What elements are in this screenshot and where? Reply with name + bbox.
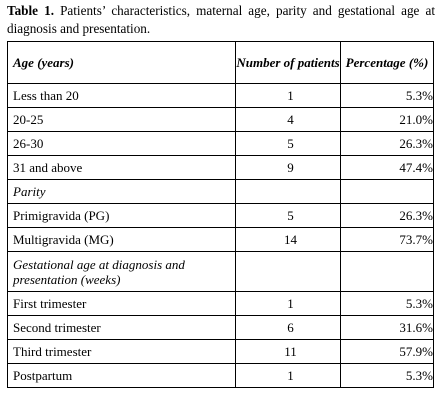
table-row: First trimester 1 5.3% [7, 291, 434, 316]
table-row: Less than 20 1 5.3% [7, 83, 434, 108]
row-label: 31 and above [7, 155, 236, 180]
row-label: First trimester [7, 291, 236, 316]
table-caption: Table 1. Patients’ characteristics, mate… [7, 2, 435, 38]
row-count: 14 [235, 227, 341, 252]
row-label: Multigravida (MG) [7, 227, 236, 252]
table-row: Primigravida (PG) 5 26.3% [7, 203, 434, 228]
empty-cell [340, 179, 434, 204]
row-percentage: 26.3% [340, 203, 434, 228]
row-percentage: 31.6% [340, 315, 434, 340]
caption-text: Patients’ characteristics, maternal age,… [7, 3, 436, 36]
table-row: Multigravida (MG) 14 73.7% [7, 227, 434, 252]
row-percentage: 73.7% [340, 227, 434, 252]
row-count: 1 [235, 291, 341, 316]
row-count: 9 [235, 155, 341, 180]
row-count: 5 [235, 131, 341, 156]
row-percentage: 5.3% [340, 363, 434, 388]
header-percentage: Percentage (%) [340, 41, 434, 84]
section-title-parity: Parity [7, 179, 236, 204]
table-row: Third trimester 11 57.9% [7, 339, 434, 364]
empty-cell [235, 251, 341, 292]
section-title-gestational-age: Gestational age at diagnosis and present… [7, 251, 236, 292]
table-row: 20-25 4 21.0% [7, 107, 434, 132]
section-row-parity: Parity [7, 179, 434, 204]
row-percentage: 47.4% [340, 155, 434, 180]
row-label: 20-25 [7, 107, 236, 132]
row-percentage: 5.3% [340, 291, 434, 316]
table-row: 31 and above 9 47.4% [7, 155, 434, 180]
row-count: 4 [235, 107, 341, 132]
row-count: 1 [235, 83, 341, 108]
row-label: Less than 20 [7, 83, 236, 108]
table-row: Second trimester 6 31.6% [7, 315, 434, 340]
row-label: Second trimester [7, 315, 236, 340]
header-age: Age (years) [7, 41, 236, 84]
row-label: Third trimester [7, 339, 236, 364]
row-count: 1 [235, 363, 341, 388]
row-count: 5 [235, 203, 341, 228]
empty-cell [235, 179, 341, 204]
row-percentage: 26.3% [340, 131, 434, 156]
row-count: 11 [235, 339, 341, 364]
table-row: Postpartum 1 5.3% [7, 363, 434, 388]
patients-characteristics-table: Age (years) Number of patients Percentag… [7, 41, 434, 388]
row-label: Postpartum [7, 363, 236, 388]
header-row: Age (years) Number of patients Percentag… [7, 41, 434, 84]
table-row: 26-30 5 26.3% [7, 131, 434, 156]
row-percentage: 5.3% [340, 83, 434, 108]
row-label: Primigravida (PG) [7, 203, 236, 228]
row-count: 6 [235, 315, 341, 340]
section-row-gestational-age: Gestational age at diagnosis and present… [7, 251, 434, 292]
row-percentage: 57.9% [340, 339, 434, 364]
row-percentage: 21.0% [340, 107, 434, 132]
row-label: 26-30 [7, 131, 236, 156]
caption-label: Table 1. [7, 3, 54, 18]
header-number-of-patients: Number of patients [235, 41, 341, 84]
empty-cell [340, 251, 434, 292]
